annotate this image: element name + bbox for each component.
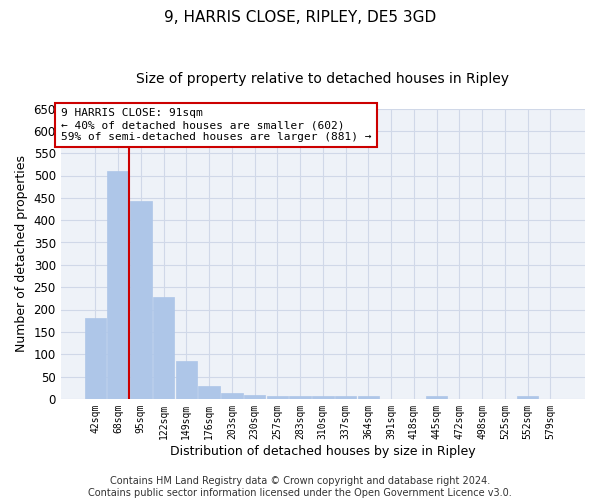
Bar (130, 202, 152, 399)
Title: Size of property relative to detached houses in Ripley: Size of property relative to detached ho… (136, 72, 509, 86)
Bar (176, 361, 197, 399)
Bar (198, 386, 220, 399)
Bar (266, 396, 288, 399)
Bar (221, 392, 242, 399)
Bar (312, 396, 334, 399)
X-axis label: Distribution of detached houses by size in Ripley: Distribution of detached houses by size … (170, 444, 476, 458)
Bar (358, 396, 379, 399)
Bar (289, 396, 311, 399)
Bar (426, 396, 448, 399)
Bar (244, 395, 265, 399)
Text: 9 HARRIS CLOSE: 91sqm
← 40% of detached houses are smaller (602)
59% of semi-det: 9 HARRIS CLOSE: 91sqm ← 40% of detached … (61, 108, 371, 142)
Bar (85, 318, 106, 399)
Bar (335, 396, 356, 399)
Text: Contains HM Land Registry data © Crown copyright and database right 2024.
Contai: Contains HM Land Registry data © Crown c… (88, 476, 512, 498)
Bar (517, 396, 538, 399)
Text: 9, HARRIS CLOSE, RIPLEY, DE5 3GD: 9, HARRIS CLOSE, RIPLEY, DE5 3GD (164, 10, 436, 25)
Y-axis label: Number of detached properties: Number of detached properties (15, 155, 28, 352)
Bar (153, 297, 175, 399)
Bar (107, 171, 129, 399)
